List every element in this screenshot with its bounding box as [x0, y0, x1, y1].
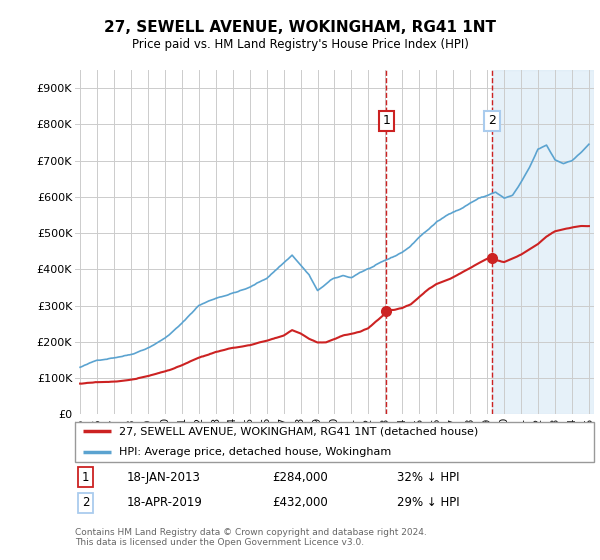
Text: 27, SEWELL AVENUE, WOKINGHAM, RG41 1NT (detached house): 27, SEWELL AVENUE, WOKINGHAM, RG41 1NT (…: [119, 426, 478, 436]
Text: HPI: Average price, detached house, Wokingham: HPI: Average price, detached house, Woki…: [119, 447, 391, 458]
Text: 27, SEWELL AVENUE, WOKINGHAM, RG41 1NT: 27, SEWELL AVENUE, WOKINGHAM, RG41 1NT: [104, 20, 496, 35]
Text: 2: 2: [488, 114, 496, 127]
Text: £432,000: £432,000: [272, 496, 328, 509]
FancyBboxPatch shape: [75, 422, 594, 462]
Text: 18-JAN-2013: 18-JAN-2013: [127, 471, 201, 484]
Text: Price paid vs. HM Land Registry's House Price Index (HPI): Price paid vs. HM Land Registry's House …: [131, 38, 469, 50]
Text: Contains HM Land Registry data © Crown copyright and database right 2024.
This d: Contains HM Land Registry data © Crown c…: [75, 528, 427, 547]
Text: 29% ↓ HPI: 29% ↓ HPI: [397, 496, 460, 509]
Text: £284,000: £284,000: [272, 471, 328, 484]
Text: 32% ↓ HPI: 32% ↓ HPI: [397, 471, 459, 484]
Text: 1: 1: [82, 471, 89, 484]
Bar: [492, 70, 594, 414]
Text: 18-APR-2019: 18-APR-2019: [127, 496, 203, 509]
Text: 1: 1: [382, 114, 390, 127]
Text: 2: 2: [82, 496, 89, 509]
